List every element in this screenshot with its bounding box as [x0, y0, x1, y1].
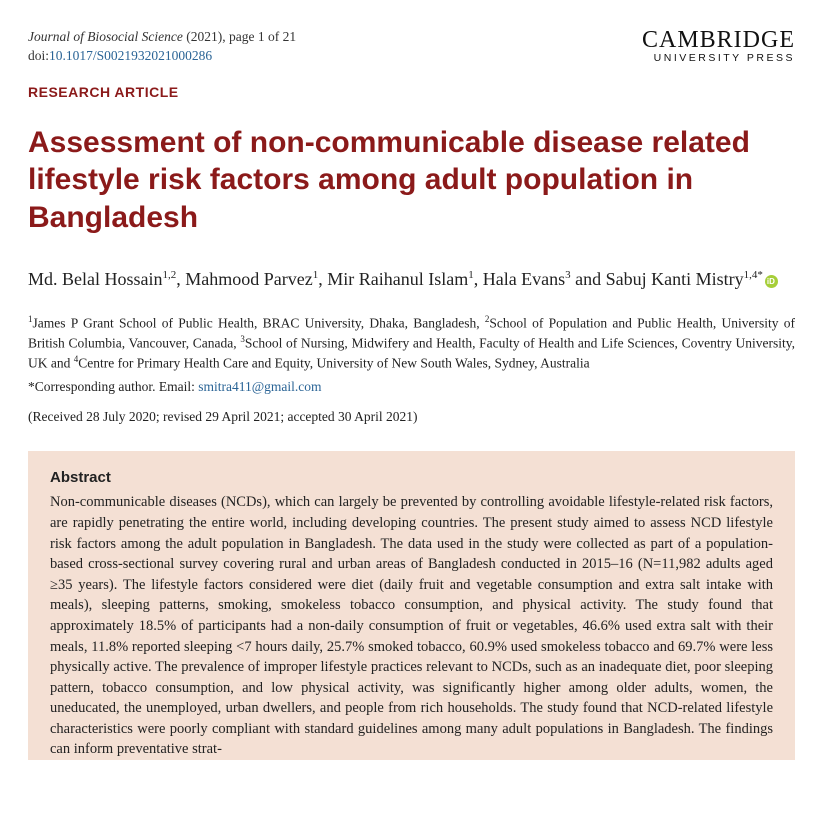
abstract-box: Abstract Non-communicable diseases (NCDs…	[28, 451, 795, 760]
author: Md. Belal Hossain	[28, 269, 163, 289]
author-aff: 1	[313, 269, 319, 281]
abstract-text: Non-communicable diseases (NCDs), which …	[50, 492, 773, 760]
doi-link[interactable]: 10.1017/S0021932021000286	[49, 48, 212, 63]
article-dates: (Received 28 July 2020; revised 29 April…	[28, 409, 795, 425]
author: Hala Evans	[483, 269, 565, 289]
corresponding-mark: *	[757, 269, 763, 281]
publisher-main: CAMBRIDGE	[642, 28, 795, 52]
author-aff: 1,2	[163, 269, 177, 281]
aff-text: Centre for Primary Health Care and Equit…	[78, 356, 589, 371]
page-container: Journal of Biosocial Science (2021), pag…	[0, 0, 823, 760]
author-aff: 3	[565, 269, 571, 281]
corresponding-email[interactable]: smitra411@gmail.com	[198, 379, 321, 394]
journal-meta: Journal of Biosocial Science (2021), pag…	[28, 28, 296, 66]
abstract-heading: Abstract	[50, 469, 773, 486]
publisher-logo: CAMBRIDGE UNIVERSITY PRESS	[642, 28, 795, 64]
author: Mir Raihanul Islam	[327, 269, 468, 289]
header-row: Journal of Biosocial Science (2021), pag…	[28, 28, 795, 66]
journal-name: Journal of Biosocial Science	[28, 29, 183, 44]
article-type: RESEARCH ARTICLE	[28, 84, 795, 100]
author-aff: 1,4	[744, 269, 758, 281]
corresponding-label: *Corresponding author. Email:	[28, 379, 198, 394]
orcid-icon[interactable]	[765, 275, 778, 288]
publisher-sub: UNIVERSITY PRESS	[642, 53, 795, 64]
doi-label: doi:	[28, 48, 49, 63]
aff-text: James P Grant School of Public Health, B…	[33, 316, 485, 331]
author-aff: 1	[468, 269, 474, 281]
author: Sabuj Kanti Mistry	[606, 269, 744, 289]
corresponding-author: *Corresponding author. Email: smitra411@…	[28, 379, 795, 395]
article-title: Assessment of non-communicable disease r…	[28, 124, 795, 237]
affiliations: 1James P Grant School of Public Health, …	[28, 313, 795, 373]
journal-year-pages: (2021), page 1 of 21	[186, 29, 296, 44]
author: Mahmood Parvez	[185, 269, 312, 289]
authors-line: Md. Belal Hossain1,2, Mahmood Parvez1, M…	[28, 266, 795, 293]
